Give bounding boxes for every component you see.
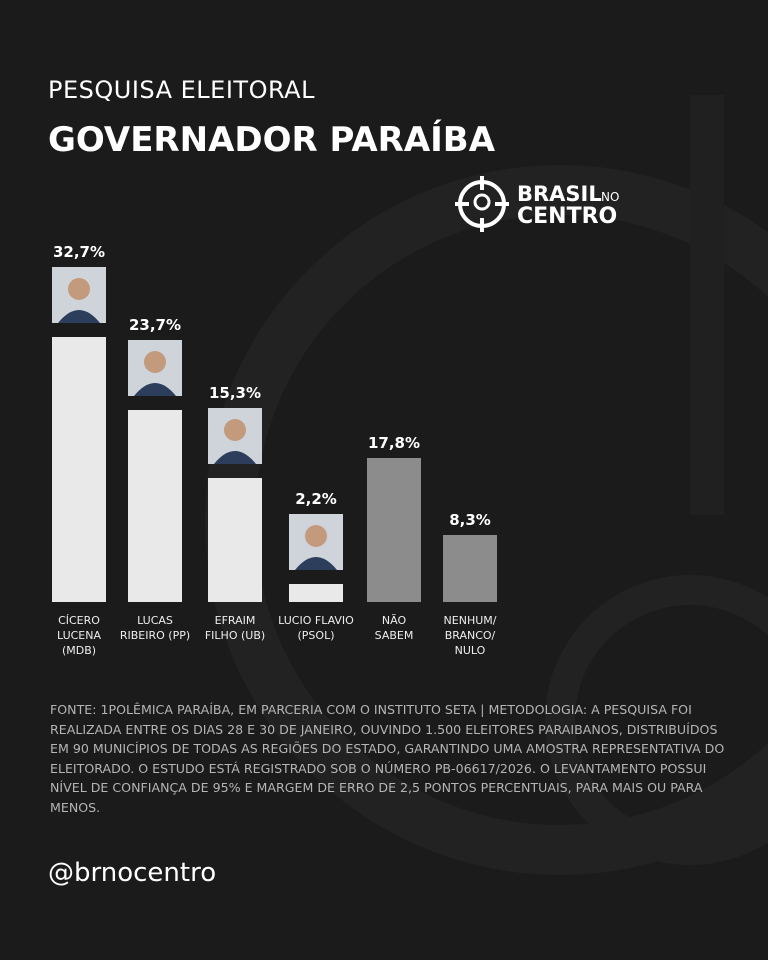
value-label: 23,7% (128, 316, 182, 335)
bar (52, 337, 106, 602)
value-label: 32,7% (52, 243, 106, 262)
category-label: EFRAIM (214, 614, 256, 627)
kicker: PESQUISA ELEITORAL (48, 76, 315, 104)
category-label: SABEM (374, 629, 414, 642)
category-label: CÍCERO (58, 614, 100, 627)
category-label: NENHUM/ (443, 614, 497, 627)
candidate-photo (208, 408, 262, 465)
candidate-photo (289, 514, 343, 571)
category-label: (MDB) (61, 644, 97, 657)
bar (443, 534, 497, 602)
brand-text: CENTRO (517, 204, 617, 229)
source-note: FONTE: 1POLÊMICA PARAÍBA, EM PARCERIA CO… (50, 702, 725, 815)
brand-text: BRASIL (517, 182, 602, 206)
social-handle: @brnocentro (48, 858, 217, 888)
category-label: LUCIO FLAVIO (278, 614, 354, 627)
category-label: LUCAS (137, 614, 173, 627)
category-label: BRANCO/ (444, 629, 496, 642)
title: GOVERNADOR PARAÍBA (48, 120, 496, 160)
bar (289, 584, 343, 602)
category-label: FILHO (UB) (204, 629, 266, 642)
value-label: 2,2% (295, 490, 337, 509)
category-label: LUCENA (56, 629, 102, 642)
category-label: NULO (454, 644, 486, 657)
value-label: 8,3% (449, 510, 491, 529)
value-label: 15,3% (208, 384, 262, 403)
category-label: RIBEIRO (PP) (119, 629, 191, 642)
candidate-photo (128, 340, 182, 397)
bar (128, 410, 182, 602)
bar (367, 457, 421, 602)
bar (208, 478, 262, 602)
candidate-photo (52, 267, 106, 324)
brand-text: NO (601, 190, 619, 204)
value-label: 17,8% (367, 433, 421, 452)
brand-logo: BRASIL NO CENTRO (455, 176, 619, 232)
category-label: (PSOL) (297, 629, 335, 642)
category-label: NÃO (381, 614, 407, 627)
